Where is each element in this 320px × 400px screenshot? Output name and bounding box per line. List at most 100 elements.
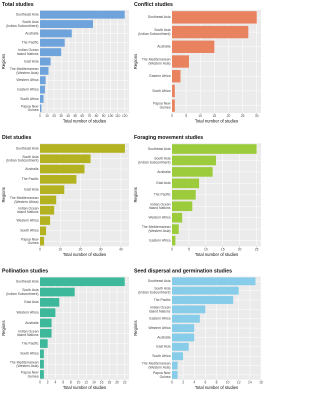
bar — [172, 235, 176, 246]
y-tick-label: Papua New Guinea — [21, 237, 39, 245]
y-tick-label: Western Africa — [17, 78, 39, 82]
y-tick-label: Southeast Asia — [16, 146, 39, 150]
y-tick-label: Indian Ocean Island Nations — [17, 206, 39, 214]
bar — [40, 29, 72, 38]
y-axis-label: Regions — [1, 187, 6, 202]
x-tick-label: 25 — [241, 114, 245, 118]
bar — [40, 339, 48, 348]
y-tick-label: South Africa — [152, 89, 170, 93]
bar — [172, 55, 189, 68]
x-tick-label: 5 — [188, 247, 190, 251]
y-tick-label: Papua New Guinea — [153, 102, 171, 110]
y-tick-label: The Mediterranean (Western Asia) — [142, 362, 171, 370]
bar — [40, 298, 60, 307]
x-tick-label: 5 — [185, 114, 187, 118]
chart-title: Foraging movement studies — [134, 135, 203, 141]
chart-title: Total studies — [2, 2, 34, 8]
y-axis-label: Regions — [133, 54, 138, 69]
bar — [40, 76, 46, 85]
bar — [172, 144, 257, 154]
x-tick-label: 60 — [81, 114, 85, 118]
y-tick-label: The Pacific — [22, 177, 39, 181]
chart-title: Seed dispersal and germination studies — [134, 268, 232, 274]
y-tick-label: The Mediterranean (Western Asia) — [10, 67, 39, 75]
bar — [40, 287, 75, 297]
x-tick-label: 0 — [171, 114, 173, 118]
x-tick-label: 110 — [115, 114, 120, 118]
y-tick-label: South Africa — [20, 352, 38, 356]
y-tick-label: Australia — [157, 170, 170, 174]
y-tick-label: Southeast Asia — [148, 279, 171, 283]
x-tick-label: 20 — [115, 381, 119, 385]
y-tick-label: Western Africa — [17, 218, 39, 222]
bar — [40, 370, 44, 379]
x-tick-label: 8 — [216, 381, 218, 385]
bar — [40, 359, 44, 369]
y-tick-label: Australia — [25, 31, 38, 35]
bar — [40, 216, 51, 225]
bar — [40, 104, 42, 113]
y-tick-label: South Asia (Indian Subcontinent) — [6, 155, 38, 163]
bar — [172, 333, 195, 342]
x-tick-label: 10 — [45, 114, 49, 118]
x-tick-label: 10 — [198, 114, 202, 118]
y-tick-label: South Africa — [152, 354, 170, 358]
y-axis-label: Regions — [133, 320, 138, 335]
y-tick-label: Southeast Asia — [148, 147, 171, 151]
bar — [172, 11, 257, 24]
bar — [40, 318, 52, 328]
x-tick-label: 40 — [66, 114, 70, 118]
y-tick-label: Indian Ocean Island Nations — [149, 202, 171, 210]
x-axis-label: Total number of studies — [63, 252, 106, 257]
x-tick-label: 0 — [171, 247, 173, 251]
bar — [40, 57, 51, 66]
x-tick-label: 30 — [255, 114, 259, 118]
bar — [172, 201, 193, 212]
x-tick-label: 30 — [99, 247, 103, 251]
y-tick-label: Papua New Guinea — [21, 370, 39, 378]
x-tick-label: 100 — [108, 114, 114, 118]
bar — [172, 277, 256, 286]
y-tick-label: South Africa — [20, 97, 38, 101]
x-tick-label: 70 — [88, 114, 92, 118]
x-tick-label: 0 — [39, 247, 41, 251]
y-tick-label: Australia — [157, 335, 170, 339]
x-tick-label: 80 — [95, 114, 99, 118]
bar — [172, 370, 178, 379]
bar — [40, 48, 62, 57]
x-tick-label: 10 — [77, 381, 81, 385]
y-tick-label: East Asia — [24, 59, 38, 63]
bar — [40, 185, 65, 194]
chart-title: Pollination studies — [2, 268, 48, 274]
x-tick-label: 4 — [193, 381, 195, 385]
x-tick-label: 90 — [102, 114, 106, 118]
bar — [172, 189, 196, 200]
x-axis-label: Total number of studies — [63, 385, 106, 390]
y-axis-label: Regions — [1, 320, 6, 335]
bar — [172, 167, 213, 177]
x-tick-label: 10 — [226, 381, 230, 385]
y-axis-label: Regions — [133, 187, 138, 202]
bar — [172, 212, 183, 223]
y-tick-label: The Mediterranean (Western Africa) — [10, 196, 39, 204]
y-tick-label: Papua New Guinea — [21, 104, 39, 112]
bar — [40, 308, 56, 317]
x-tick-label: 0 — [39, 381, 41, 385]
x-tick-label: 20 — [52, 114, 56, 118]
x-tick-label: 6 — [62, 381, 64, 385]
y-tick-label: Papua New Guinea — [153, 371, 171, 379]
y-tick-label: South Africa — [20, 229, 38, 233]
y-tick-label: Indian Ocean Island Nations — [149, 305, 171, 313]
bar — [40, 10, 125, 19]
bar — [40, 144, 125, 153]
y-tick-label: Australia — [25, 167, 38, 171]
bar — [172, 324, 195, 333]
x-tick-label: 12 — [84, 381, 88, 385]
bar — [40, 236, 45, 246]
x-tick-label: 8 — [70, 381, 72, 385]
bar — [172, 342, 189, 351]
bar — [40, 95, 44, 103]
y-tick-label: East Asia — [24, 188, 38, 192]
bar — [172, 224, 179, 234]
y-tick-label: South Asia (Indian Subcontinent) — [138, 28, 170, 36]
